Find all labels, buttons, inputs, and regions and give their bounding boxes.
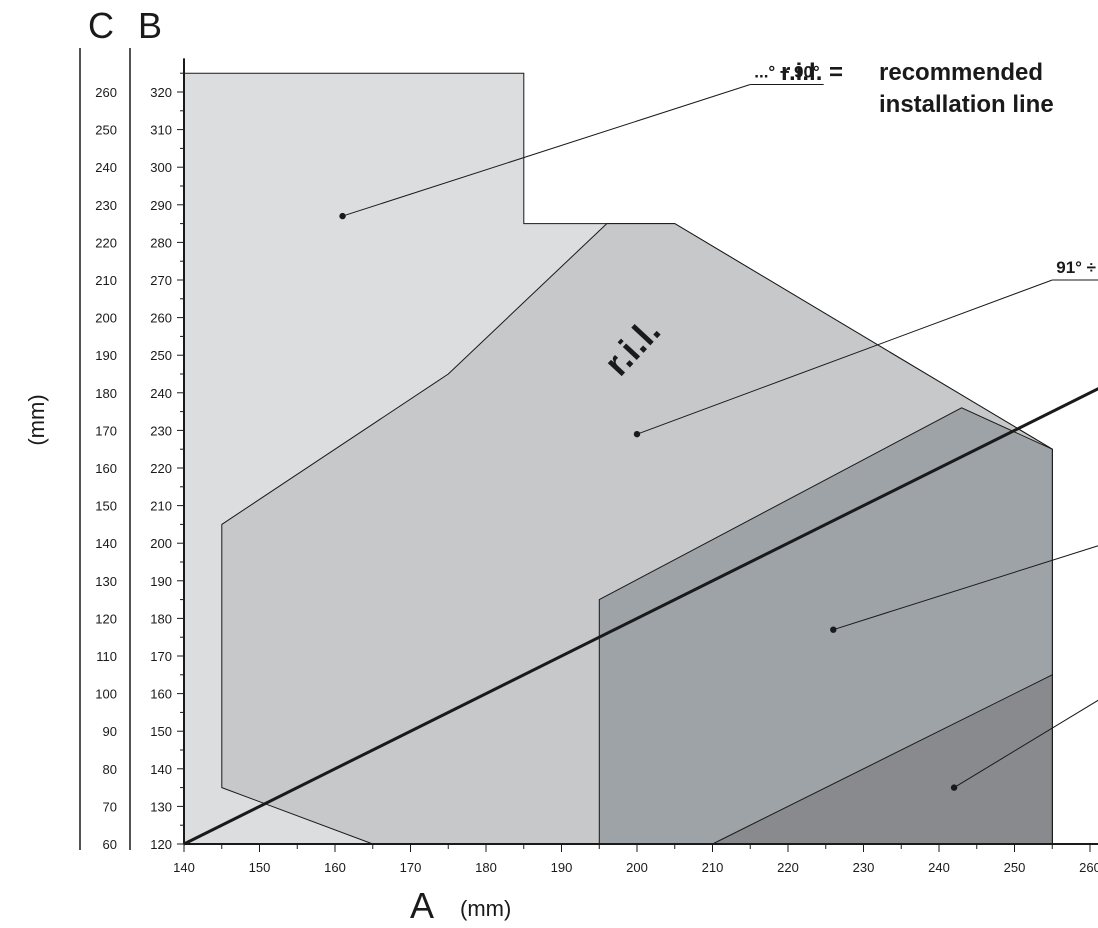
leader-line-1 — [342, 84, 751, 217]
legend-key: r.i.l. = — [781, 59, 843, 86]
tick-label-c: 210 — [95, 273, 117, 288]
leaders-layer: ...° ÷ 90°91° ÷ 100°101° ÷ 110°111° ÷ 12… — [339, 62, 1098, 791]
tick-label-a: 250 — [1004, 860, 1026, 875]
tick-label-c: 110 — [96, 649, 117, 664]
tick-label-c: 190 — [95, 348, 117, 363]
tick-label-c: 160 — [95, 461, 117, 476]
y-axis-unit: (mm) — [24, 394, 49, 445]
tick-label-a: 240 — [928, 860, 950, 875]
axis-a-letter: A — [410, 885, 434, 926]
tick-label-a: 230 — [853, 860, 875, 875]
tick-label-b: 150 — [150, 724, 172, 739]
tick-label-b: 200 — [150, 536, 172, 551]
axis-c-letter: C — [88, 5, 114, 46]
tick-label-c: 170 — [95, 423, 117, 438]
x-axis-unit: (mm) — [460, 896, 511, 921]
tick-label-a: 180 — [475, 860, 497, 875]
axis-b-letter: B — [138, 5, 162, 46]
leader-line-2 — [636, 279, 1053, 435]
tick-label-b: 220 — [150, 461, 172, 476]
tick-label-b: 210 — [150, 499, 172, 514]
tick-label-c: 100 — [95, 687, 117, 702]
tick-label-b: 160 — [150, 687, 172, 702]
tick-label-c: 150 — [95, 499, 117, 514]
tick-label-b: 290 — [150, 198, 172, 213]
tick-label-b: 190 — [150, 574, 172, 589]
tick-label-b: 280 — [150, 235, 172, 250]
tick-label-c: 180 — [95, 386, 117, 401]
tick-label-c: 250 — [95, 123, 117, 138]
tick-label-c: 80 — [103, 762, 117, 777]
tick-label-a: 210 — [702, 860, 724, 875]
tick-label-c: 260 — [95, 85, 117, 100]
tick-label-b: 320 — [150, 85, 172, 100]
tick-label-c: 70 — [103, 799, 117, 814]
tick-label-b: 260 — [150, 311, 172, 326]
tick-label-b: 170 — [150, 649, 172, 664]
leader-dot-2 — [633, 430, 641, 438]
tick-label-b: 240 — [150, 386, 172, 401]
tick-label-c: 220 — [95, 235, 117, 250]
tick-label-c: 240 — [95, 160, 117, 175]
zone-label-2: 91° ÷ 100° — [1056, 258, 1098, 277]
tick-label-b: 230 — [150, 423, 172, 438]
tick-label-b: 250 — [150, 348, 172, 363]
leader-dot-4 — [950, 784, 958, 791]
tick-label-c: 60 — [103, 837, 117, 852]
tick-label-a: 170 — [400, 860, 422, 875]
legend-text-line1: recommended — [879, 59, 1043, 86]
tick-label-b: 140 — [150, 762, 172, 777]
tick-label-c: 130 — [95, 574, 117, 589]
tick-label-b: 310 — [150, 123, 172, 138]
leader-line-4 — [953, 699, 1098, 789]
zone-label-1: ...° ÷ 90° — [754, 62, 820, 81]
leader-dot-1 — [339, 212, 346, 220]
ril-line — [183, 387, 1098, 846]
tick-label-a: 200 — [626, 860, 648, 875]
tick-label-b: 180 — [150, 611, 172, 626]
tick-label-b: 130 — [150, 799, 172, 814]
legend-text-line2: installation line — [879, 91, 1054, 118]
tick-label-b: 120 — [150, 837, 172, 852]
axes-layer: 120 130 140 150 160 170 180 190 200 210 220 230 240 2… — [79, 48, 1098, 875]
tick-label-a: 150 — [249, 860, 271, 875]
tick-label-c: 140 — [95, 536, 117, 551]
tick-label-c: 90 — [103, 724, 117, 739]
leader-line-3 — [833, 545, 1098, 631]
tick-label-b: 300 — [150, 160, 172, 175]
tick-label-a: 160 — [324, 860, 346, 875]
leader-dot-3 — [830, 626, 837, 633]
tick-label-a: 220 — [777, 860, 799, 875]
zones-layer — [183, 72, 1053, 845]
tick-label-a: 140 — [173, 860, 195, 875]
tick-label-c: 200 — [95, 311, 117, 326]
tick-label-c: 120 — [95, 611, 117, 626]
tick-label-a: 260 — [1079, 860, 1098, 875]
tick-label-c: 230 — [95, 198, 117, 213]
tick-label-a: 190 — [551, 860, 573, 875]
tick-label-b: 270 — [150, 273, 172, 288]
